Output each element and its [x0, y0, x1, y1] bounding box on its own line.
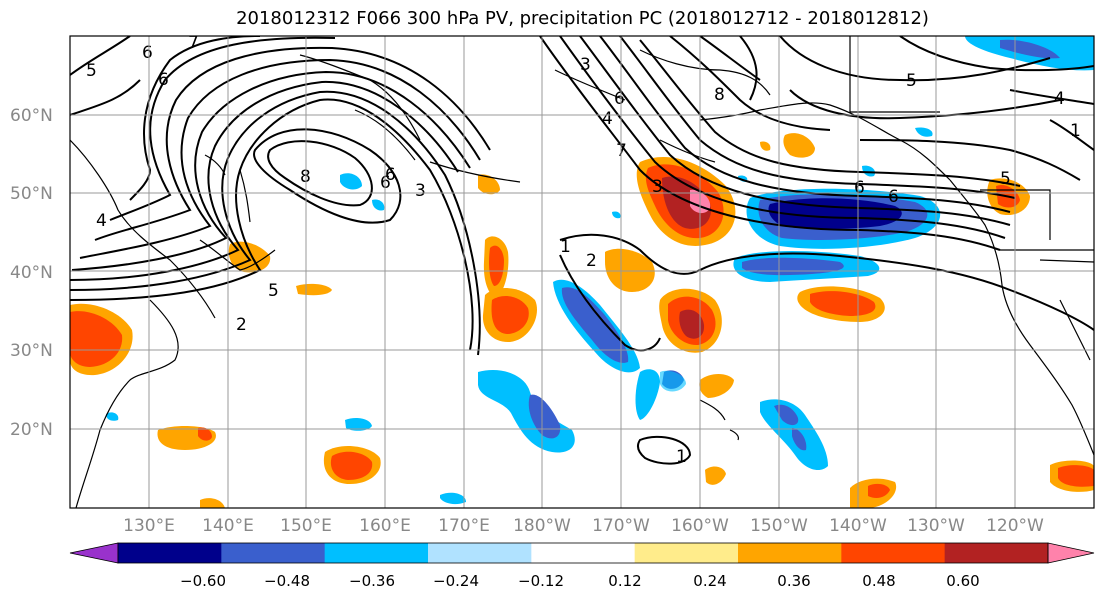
- lon-label: 120°W: [986, 516, 1044, 536]
- colorbar-tick-label: 0.36: [777, 572, 810, 590]
- lat-label: 20°N: [10, 420, 53, 440]
- lon-label: 140°E: [202, 516, 254, 536]
- contour-label: 5: [906, 71, 917, 91]
- lon-label: 130°E: [123, 516, 175, 536]
- colorbar-tick-label: 0.12: [608, 572, 641, 590]
- colorbar-segment: [324, 543, 429, 563]
- lon-label: 160°W: [671, 516, 729, 536]
- colorbar-tick-labels: −0.60 −0.48 −0.36 −0.24 −0.12 0.12 0.24 …: [180, 572, 980, 590]
- lat-label: 40°N: [10, 263, 53, 283]
- contour-label: 5: [86, 61, 97, 81]
- contour-label: 8: [300, 167, 311, 187]
- colorbar-segment: [118, 543, 222, 563]
- colorbar-segment: [738, 543, 842, 563]
- colorbar-tick-label: −0.12: [518, 572, 564, 590]
- latitude-labels: 60°N 50°N 40°N 30°N 20°N: [10, 106, 53, 440]
- lon-label: 170°W: [592, 516, 650, 536]
- contour-label: 4: [602, 109, 613, 129]
- colorbar: [69, 542, 1095, 564]
- lat-label: 30°N: [10, 341, 53, 361]
- colorbar-tick-label: −0.36: [349, 572, 395, 590]
- contour-label: 1: [1070, 121, 1081, 141]
- colorbar-segment: [944, 543, 1049, 563]
- contour-label: 6: [854, 178, 865, 198]
- contour-label: 5: [1000, 169, 1011, 189]
- contour-label: 3: [580, 55, 591, 75]
- pv-contours: [70, 36, 1094, 465]
- colorbar-segment: [428, 543, 532, 563]
- colorbar-segment: [841, 543, 946, 563]
- colorbar-tick-label: 0.24: [693, 572, 726, 590]
- precip-positive-shading: [70, 133, 1094, 508]
- contour-label: 6: [142, 43, 153, 63]
- colorbar-segment: [634, 543, 739, 563]
- contour-label: 2: [236, 315, 247, 335]
- colorbar-segment: [221, 543, 326, 563]
- colorbar-extend-high: [1047, 542, 1095, 564]
- pv-contour-labels: 5 6 6 7 8 6 4 5 2 6 3 1 2 7 6 3 8 4 3 5 …: [86, 33, 1081, 467]
- grid-lines: [70, 36, 1094, 508]
- contour-label: 1: [676, 447, 687, 467]
- contour-label: 8: [714, 85, 725, 105]
- colorbar-tick-label: 0.60: [946, 572, 979, 590]
- lon-label: 180°W: [513, 516, 571, 536]
- lon-label: 160°E: [359, 516, 411, 536]
- colorbar-tick-label: −0.48: [264, 572, 310, 590]
- contour-label: 3: [415, 181, 426, 201]
- longitude-labels: 130°E 140°E 150°E 160°E 170°E 180°W 170°…: [123, 516, 1044, 536]
- lon-label: 170°E: [438, 516, 490, 536]
- contour-label: 2: [586, 251, 597, 271]
- lon-label: 130°W: [907, 516, 965, 536]
- colorbar-extend-low: [69, 542, 119, 564]
- lon-label: 150°W: [750, 516, 808, 536]
- map-title: 2018012312 F066 300 hPa PV, precipitatio…: [236, 8, 929, 29]
- contour-label: 3: [652, 177, 663, 197]
- lon-label: 150°E: [280, 516, 332, 536]
- colorbar-outline: [117, 542, 1049, 564]
- colorbar-segment: [531, 543, 636, 563]
- contour-label: 1: [560, 237, 571, 257]
- lat-label: 50°N: [10, 184, 53, 204]
- colorbar-tick-label: −0.60: [180, 572, 226, 590]
- map-border: [69, 35, 1095, 509]
- colorbar-tick-label: −0.24: [433, 572, 479, 590]
- contour-label: 6: [888, 187, 899, 207]
- lon-label: 140°W: [829, 516, 887, 536]
- contour-label: 6: [158, 70, 169, 90]
- contour-label: 4: [96, 211, 107, 231]
- contour-label: 5: [268, 281, 279, 301]
- colorbar-tick-label: 0.48: [862, 572, 895, 590]
- contour-label: 6: [385, 165, 396, 185]
- coastlines: [70, 36, 1094, 508]
- contour-label: 4: [1054, 89, 1065, 109]
- contour-label: 6: [614, 89, 625, 109]
- lat-label: 60°N: [10, 106, 53, 126]
- contour-label: 7: [188, 33, 199, 53]
